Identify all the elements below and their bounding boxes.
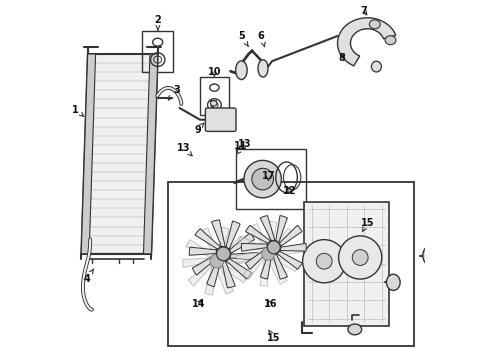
Ellipse shape (236, 61, 247, 80)
Text: 6: 6 (258, 31, 265, 47)
Polygon shape (273, 228, 294, 252)
Bar (168, 182, 414, 346)
Polygon shape (242, 243, 268, 251)
Circle shape (303, 240, 346, 283)
Polygon shape (195, 229, 221, 249)
Polygon shape (260, 252, 272, 279)
Polygon shape (205, 266, 215, 295)
Polygon shape (226, 221, 240, 249)
Polygon shape (269, 221, 277, 248)
Text: 1: 1 (73, 105, 84, 117)
Polygon shape (338, 18, 396, 66)
Polygon shape (220, 265, 248, 283)
Polygon shape (221, 261, 235, 288)
Polygon shape (183, 258, 210, 267)
Text: 11: 11 (234, 141, 247, 151)
Polygon shape (212, 220, 226, 247)
Polygon shape (276, 251, 302, 269)
Ellipse shape (423, 246, 438, 265)
Ellipse shape (348, 324, 362, 335)
Polygon shape (238, 236, 265, 251)
Polygon shape (81, 54, 96, 254)
Polygon shape (222, 236, 245, 260)
Text: 8: 8 (339, 53, 345, 63)
Text: 3: 3 (168, 85, 180, 100)
Text: 12: 12 (283, 186, 297, 196)
Text: 10: 10 (208, 67, 221, 77)
Polygon shape (230, 233, 254, 254)
Text: 15: 15 (361, 218, 374, 231)
Bar (304, 202, 389, 326)
Polygon shape (243, 256, 264, 280)
Circle shape (252, 168, 273, 190)
Text: 9: 9 (194, 123, 204, 135)
Polygon shape (192, 254, 217, 275)
Polygon shape (236, 251, 262, 263)
FancyBboxPatch shape (205, 108, 236, 131)
Bar (143, 31, 173, 72)
Polygon shape (280, 243, 306, 251)
Polygon shape (81, 54, 158, 254)
Polygon shape (275, 244, 301, 256)
Ellipse shape (371, 61, 381, 72)
Polygon shape (229, 252, 258, 261)
Text: 4: 4 (83, 269, 94, 284)
Polygon shape (272, 254, 288, 279)
Polygon shape (189, 247, 217, 255)
Ellipse shape (258, 60, 268, 77)
Polygon shape (276, 216, 287, 243)
Text: 17: 17 (262, 171, 275, 181)
Text: 13: 13 (237, 139, 252, 154)
Circle shape (262, 247, 275, 260)
Ellipse shape (210, 100, 217, 106)
Polygon shape (144, 54, 158, 254)
Polygon shape (186, 240, 214, 257)
Polygon shape (200, 228, 218, 254)
Circle shape (210, 254, 224, 268)
Text: 13: 13 (177, 143, 192, 156)
Polygon shape (245, 225, 271, 243)
Polygon shape (250, 224, 269, 248)
Bar (200, 77, 229, 115)
Circle shape (352, 249, 368, 265)
Ellipse shape (387, 274, 400, 291)
Polygon shape (260, 216, 275, 240)
Polygon shape (188, 262, 211, 286)
Polygon shape (219, 227, 229, 256)
Circle shape (244, 161, 281, 198)
Ellipse shape (369, 20, 380, 29)
Text: 2: 2 (154, 15, 161, 30)
Circle shape (217, 247, 230, 261)
Text: 5: 5 (238, 31, 248, 46)
Ellipse shape (385, 36, 396, 45)
Polygon shape (260, 259, 268, 286)
Text: 14: 14 (192, 299, 205, 309)
Polygon shape (272, 257, 299, 271)
Text: 15: 15 (267, 330, 281, 343)
Polygon shape (223, 255, 251, 265)
Text: 16: 16 (264, 299, 277, 309)
Bar (236, 149, 306, 209)
Circle shape (268, 241, 280, 254)
Circle shape (316, 253, 332, 269)
Polygon shape (216, 268, 234, 294)
Polygon shape (226, 258, 252, 279)
Text: 7: 7 (361, 6, 367, 16)
Polygon shape (279, 225, 302, 247)
Circle shape (339, 236, 382, 279)
Polygon shape (268, 260, 287, 284)
Polygon shape (245, 248, 268, 269)
Polygon shape (207, 258, 220, 287)
